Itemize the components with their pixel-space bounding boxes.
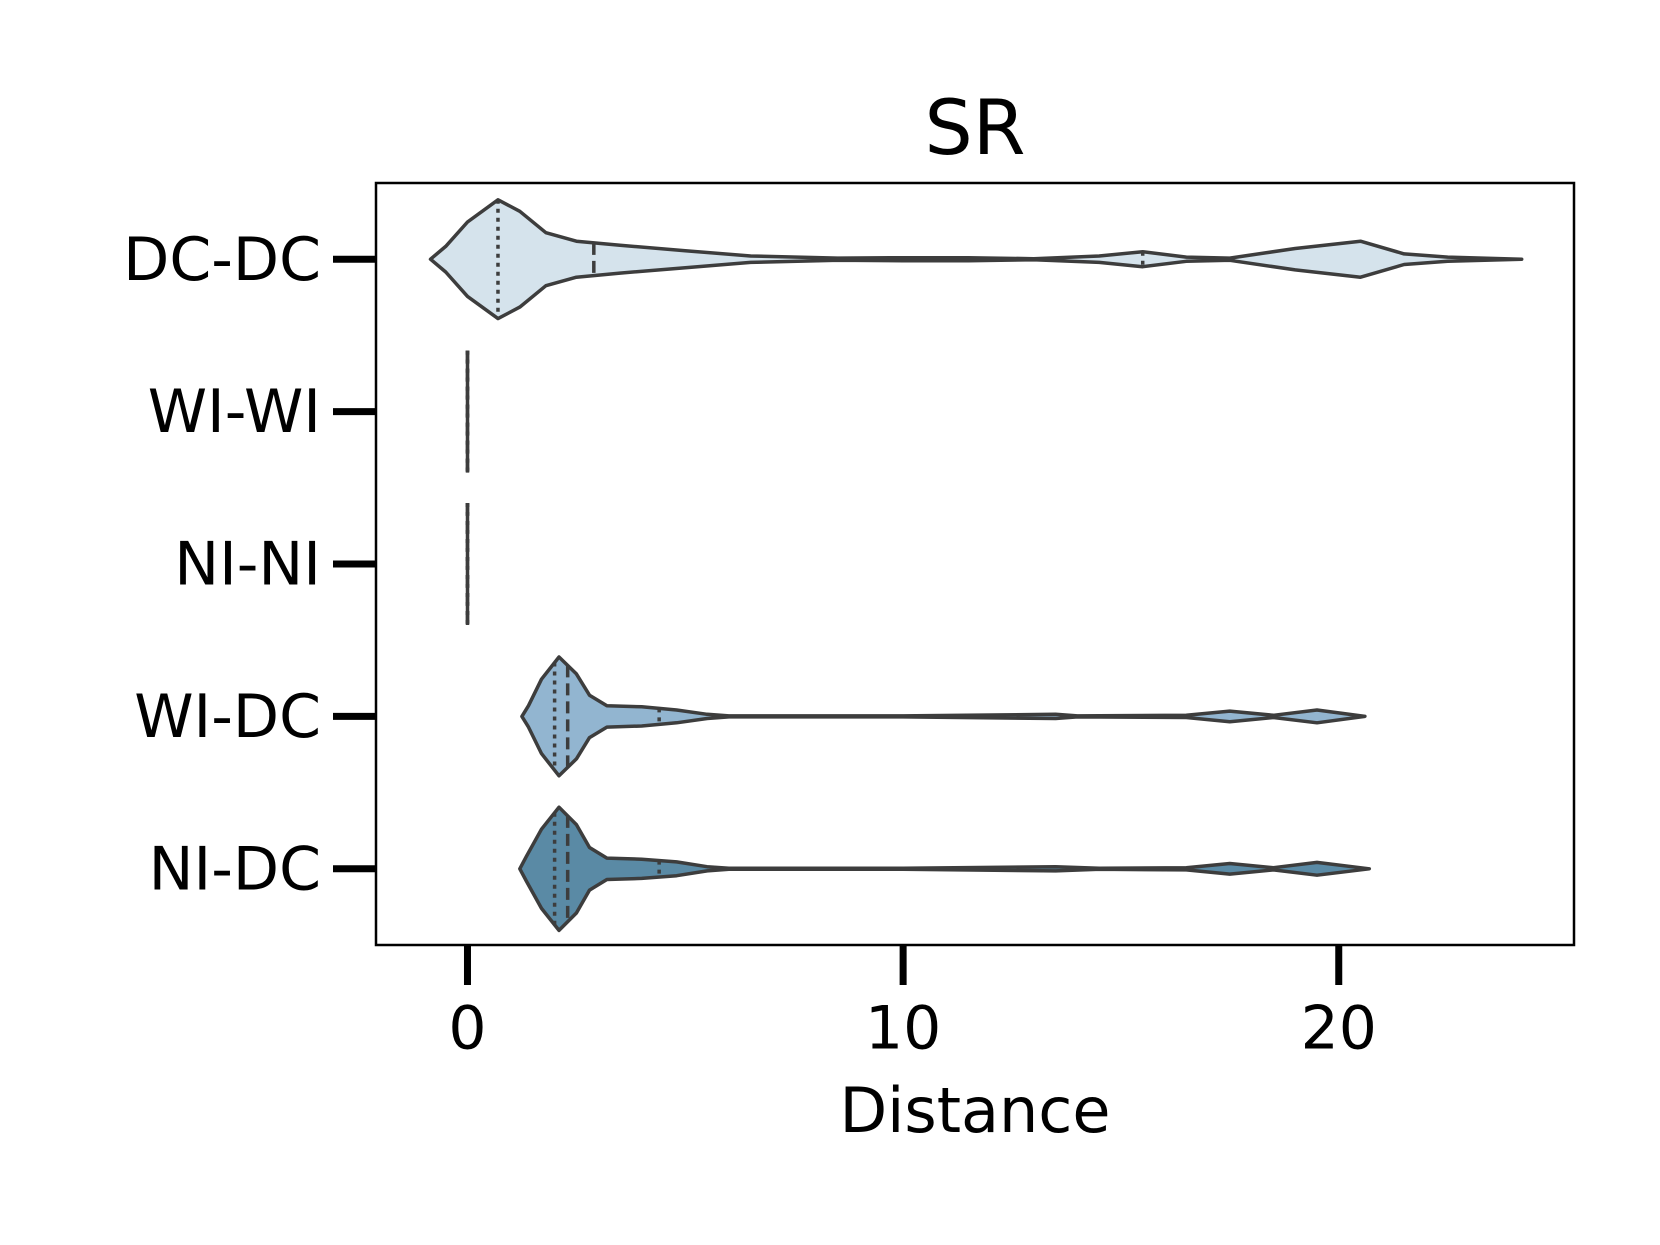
y-tick-label: NI-DC: [149, 834, 321, 904]
x-tick-label: 20: [1301, 994, 1377, 1064]
y-tick-label: NI-NI: [174, 530, 321, 600]
violin: [428, 198, 1524, 321]
y-tick-label: WI-DC: [134, 682, 321, 752]
violin: [518, 805, 1372, 933]
y-tick-label: WI-WI: [148, 377, 321, 447]
chart-title: SR: [924, 83, 1025, 172]
violin: [520, 655, 1367, 778]
x-tick-label: 10: [865, 994, 941, 1064]
x-tick-label: 0: [448, 994, 486, 1064]
y-tick-label: DC-DC: [123, 225, 321, 295]
x-axis-label: Distance: [839, 1074, 1110, 1147]
